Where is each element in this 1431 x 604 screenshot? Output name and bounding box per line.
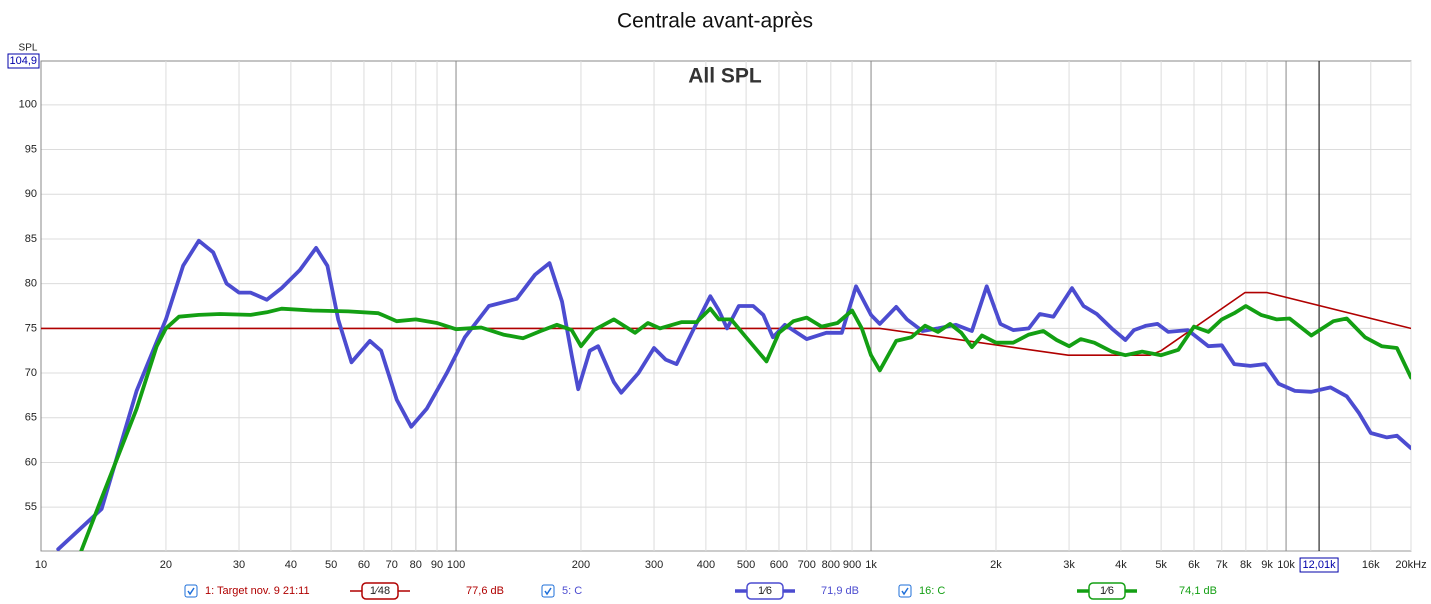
x-tick-label: 800 [822, 559, 840, 571]
cursor-box [1299, 557, 1339, 573]
x-tick-label: 10 [35, 559, 47, 571]
y-tick-label: 85 [25, 233, 37, 245]
checkmark [901, 587, 909, 596]
cursor-label: 12,01k [1303, 559, 1337, 571]
x-tick-label: 10k [1277, 559, 1295, 571]
y-tick-label: 55 [25, 501, 37, 513]
legend-checkbox[interactable] [541, 584, 555, 598]
legend-readout: 71,9 dB [821, 585, 859, 597]
x-tick-label: 100 [447, 559, 465, 571]
smoothing-badge[interactable] [1088, 582, 1126, 600]
series-line [79, 304, 1411, 551]
y-tick-label: 100 [19, 99, 37, 111]
x-tick-label: 500 [737, 559, 755, 571]
legend-name: 5: C [562, 585, 582, 597]
legend-checkbox[interactable] [184, 584, 198, 598]
legend-name: 16: C [919, 585, 945, 597]
x-tick-label: 30 [233, 559, 245, 571]
x-tick-label: 7k [1216, 559, 1228, 571]
x-tick-label: 200 [572, 559, 590, 571]
legend-checkbox[interactable] [898, 584, 912, 598]
x-tick-label: 400 [697, 559, 715, 571]
y-tick-label: 60 [25, 456, 37, 468]
y-tick-label: 65 [25, 412, 37, 424]
legend-name: 1: Target nov. 9 21:11 [205, 585, 310, 597]
plot-frame [40, 60, 1412, 552]
x-tick-label: 70 [386, 559, 398, 571]
grid: 55 60 65 70 75 80 85 90 95 100 104,9 10 20 30 40 50 60 70… [7, 53, 1427, 571]
smoothing-badge[interactable] [361, 582, 399, 600]
smoothing-label: 1⁄6 [758, 585, 772, 597]
y-tick-box [7, 53, 40, 69]
checkmark [544, 587, 552, 596]
y-tick-label: 95 [25, 143, 37, 155]
y-tick-label: 90 [25, 188, 37, 200]
legend-readout: 77,6 dB [466, 585, 504, 597]
x-tick-label: 2k [990, 559, 1002, 571]
plot-area: 12,01k [41, 61, 1411, 573]
x-tick-label: 8k [1240, 559, 1252, 571]
x-tick-label: 50 [325, 559, 337, 571]
x-tick-label: 3k [1063, 559, 1075, 571]
legend-readout: 74,1 dB [1179, 585, 1217, 597]
smoothing-label: 1⁄6 [1100, 585, 1114, 597]
series-line [56, 238, 1411, 551]
x-tick-label: 700 [798, 559, 816, 571]
checkmark [187, 587, 195, 596]
y-tick-label: 104,9 [9, 55, 37, 67]
x-tick-label: 900 [843, 559, 861, 571]
y-tick-label: 80 [25, 278, 37, 290]
x-tick-label: 40 [285, 559, 297, 571]
x-tick-label: 90 [431, 559, 443, 571]
y-tick-label: 75 [25, 322, 37, 334]
x-tick-label: 9k [1261, 559, 1273, 571]
x-tick-label: 600 [770, 559, 788, 571]
x-tick-label: 300 [645, 559, 663, 571]
smoothing-label: 1⁄48 [370, 585, 390, 597]
x-tick-label: 20kHz [1395, 559, 1426, 571]
y-axis-label: SPL [19, 43, 38, 54]
legend: 1: Target nov. 9 21:11 1⁄48 77,6 dB 5: C 1⁄6… [184, 582, 1217, 600]
x-tick-label: 16k [1362, 559, 1380, 571]
x-tick-label: 4k [1115, 559, 1127, 571]
x-tick-label: 1k [865, 559, 877, 571]
x-tick-label: 6k [1188, 559, 1200, 571]
x-tick-label: 60 [358, 559, 370, 571]
x-tick-label: 80 [410, 559, 422, 571]
y-tick-label: 70 [25, 367, 37, 379]
x-tick-label: 5k [1155, 559, 1167, 571]
chart-title: Centrale avant-après [617, 10, 813, 33]
x-tick-label: 20 [160, 559, 172, 571]
annotation: All SPL [688, 65, 762, 88]
smoothing-badge[interactable] [746, 582, 784, 600]
